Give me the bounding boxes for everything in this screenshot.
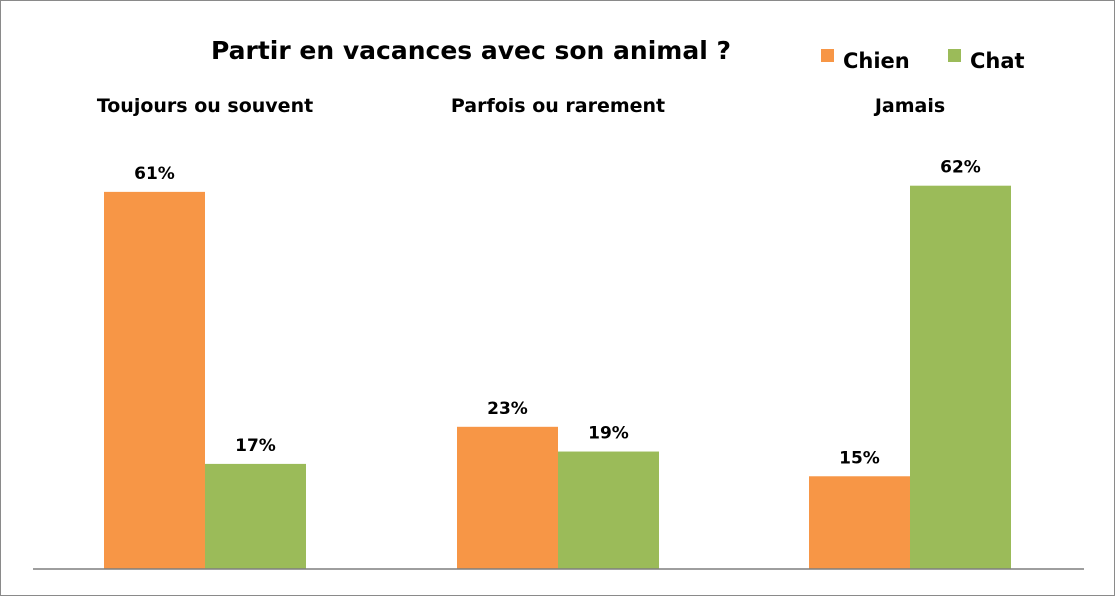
legend-label-chat: Chat xyxy=(970,49,1025,73)
category-labels: Toujours ou souvent Parfois ou rarement … xyxy=(97,95,945,117)
bar-chat-jamais xyxy=(910,185,1011,569)
data-label-chat-toujours-ou-souvent: 17% xyxy=(235,436,276,456)
bar-chien-toujours-ou-souvent xyxy=(104,191,205,570)
data-labels: 61% 17% 23% 19% 15% 62% xyxy=(134,158,981,469)
legend-label-chien: Chien xyxy=(843,49,910,73)
bar-chat-toujours-ou-souvent xyxy=(205,463,306,569)
data-label-chien-toujours-ou-souvent: 61% xyxy=(134,164,175,184)
data-label-chien-jamais: 15% xyxy=(839,448,880,468)
chart-title: Partir en vacances avec son animal ? xyxy=(211,36,731,65)
bar-chien-jamais xyxy=(809,476,910,569)
category-label-parfois-ou-rarement: Parfois ou rarement xyxy=(451,95,665,117)
legend: Chien Chat xyxy=(821,49,1025,73)
legend-swatch-chien xyxy=(821,49,834,62)
data-label-chat-jamais: 62% xyxy=(940,158,981,178)
legend-swatch-chat xyxy=(948,49,961,62)
category-label-toujours-ou-souvent: Toujours ou souvent xyxy=(97,95,313,117)
bar-chien-parfois-ou-rarement xyxy=(457,426,558,569)
data-label-chien-parfois-ou-rarement: 23% xyxy=(487,399,528,419)
bar-chat-parfois-ou-rarement xyxy=(558,451,659,569)
category-label-jamais: Jamais xyxy=(873,95,945,117)
bars xyxy=(104,185,1011,570)
data-label-chat-parfois-ou-rarement: 19% xyxy=(588,424,629,444)
